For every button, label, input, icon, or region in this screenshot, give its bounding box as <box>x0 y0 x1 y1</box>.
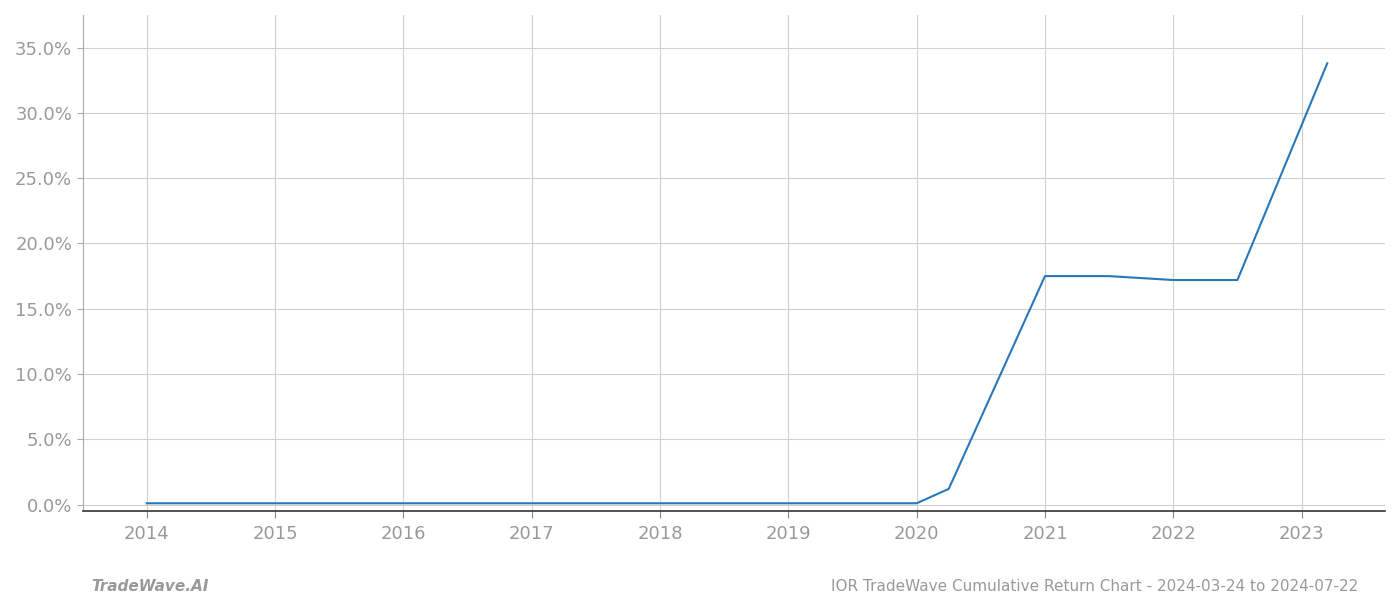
Text: IOR TradeWave Cumulative Return Chart - 2024-03-24 to 2024-07-22: IOR TradeWave Cumulative Return Chart - … <box>830 579 1358 594</box>
Text: TradeWave.AI: TradeWave.AI <box>91 579 209 594</box>
